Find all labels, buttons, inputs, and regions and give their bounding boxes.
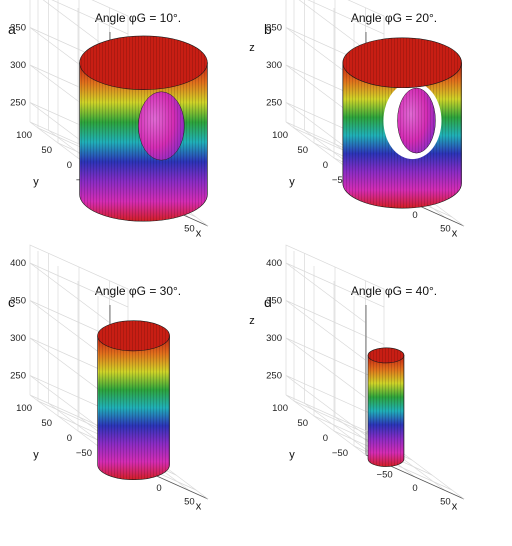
surface [97, 320, 170, 480]
chart-title: Angle φG = 40°. [351, 284, 437, 298]
x-tick-label: 0 [412, 210, 417, 221]
z-tick-label: 300 [266, 60, 282, 71]
z-axis-label: z [249, 315, 255, 327]
z-tick-label: 400 [10, 258, 26, 269]
surface-mesh [97, 335, 170, 480]
z-tick-label: 350 [266, 23, 282, 34]
y-tick-label: 100 [272, 403, 288, 414]
surface [342, 37, 462, 209]
chart-title: Angle φG = 10°. [95, 11, 181, 25]
x-axis-label: x [196, 500, 202, 512]
x-tick-label: −50 [377, 469, 393, 480]
panel-letter: d [264, 294, 272, 310]
surface [79, 35, 208, 222]
surface-top-mesh [342, 37, 462, 88]
y-tick-label: −50 [332, 175, 348, 186]
x-axis-label: x [452, 227, 458, 239]
y-tick-label: 100 [272, 130, 288, 141]
y-tick-label: 100 [16, 130, 32, 141]
z-tick-label: 300 [10, 60, 26, 71]
z-tick-label: 300 [10, 333, 26, 344]
y-axis-label: y [33, 176, 39, 188]
x-tick-label: 50 [440, 224, 451, 235]
z-tick-label: 300 [266, 333, 282, 344]
x-tick-label: 50 [184, 224, 195, 235]
x-axis-label: x [452, 500, 458, 512]
chart-title: Angle φG = 20°. [351, 11, 437, 25]
panel-letter: b [264, 21, 272, 37]
z-tick-label: 350 [266, 296, 282, 307]
grid-line-z [298, 0, 385, 51]
z-tick-label: 250 [10, 371, 26, 382]
surface [367, 347, 405, 467]
y-tick-label: 50 [297, 418, 308, 429]
z-tick-label: 250 [266, 371, 282, 382]
panel-letter: c [8, 294, 15, 310]
inner-dome-mesh [397, 88, 436, 154]
y-tick-label: 0 [67, 433, 72, 444]
z-tick-label: 250 [266, 98, 282, 109]
z-axis-label: z [249, 42, 255, 54]
y-tick-label: 100 [16, 403, 32, 414]
surface-mesh [368, 355, 404, 467]
chart-title: Angle φG = 30°. [95, 284, 181, 298]
x-tick-label: 0 [412, 483, 417, 494]
x-axis-label: x [196, 227, 202, 239]
y-axis-label: y [289, 176, 295, 188]
y-tick-label: −50 [332, 448, 348, 459]
y-axis-label: y [289, 449, 295, 461]
surface-top-mesh [97, 320, 170, 351]
grid-line-z [42, 0, 129, 51]
surface-top-mesh [79, 35, 208, 90]
z-tick-label: 250 [10, 98, 26, 109]
x-tick-label: 50 [440, 497, 451, 508]
y-tick-label: −50 [76, 448, 92, 459]
surface-top-mesh [368, 347, 404, 363]
y-tick-label: 50 [41, 418, 52, 429]
z-tick-label: 350 [10, 296, 26, 307]
x-tick-label: 0 [156, 483, 161, 494]
z-tick-label: 350 [10, 23, 26, 34]
y-axis-label: y [33, 449, 39, 461]
chart-panel-d: d Angle φG = 40°. 250 300 350 400 100 50 0 −50 −50… [249, 244, 465, 512]
box-floor-edges [285, 394, 465, 500]
x-tick-label: 50 [184, 497, 195, 508]
y-tick-label: 0 [323, 433, 328, 444]
z-tick-label: 400 [266, 258, 282, 269]
y-tick-label: 0 [323, 160, 328, 171]
y-tick-label: 0 [67, 160, 72, 171]
y-tick-label: 50 [297, 145, 308, 156]
inner-dome-mesh [138, 91, 185, 161]
panel-letter: a [8, 21, 16, 37]
y-tick-label: 50 [41, 145, 52, 156]
tick-labels: 250 300 350 400 100 50 0 −50 −50 0 50 [266, 258, 451, 508]
